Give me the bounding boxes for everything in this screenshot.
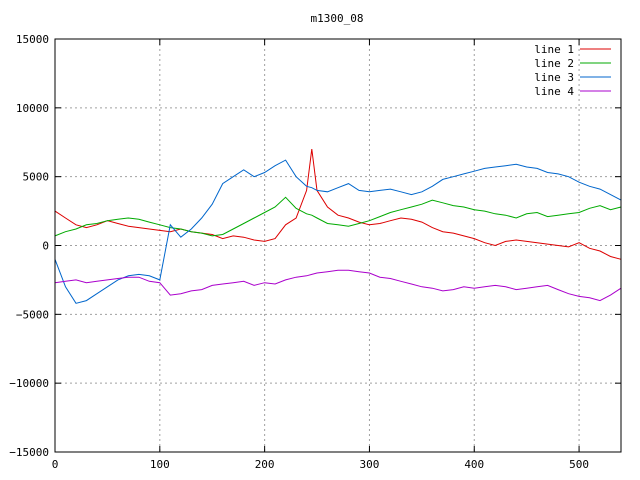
y-tick-label: −10000 — [9, 377, 49, 390]
x-tick-label: 200 — [255, 458, 275, 471]
y-tick-label: −15000 — [9, 446, 49, 459]
series-line-1 — [54, 149, 622, 260]
legend-label-3: line 3 — [534, 71, 574, 84]
legend-label-2: line 2 — [534, 57, 574, 70]
y-tick-label: −5000 — [16, 308, 49, 321]
y-tick-label: 0 — [42, 240, 49, 253]
x-tick-label: 0 — [52, 458, 59, 471]
series-line-3 — [54, 159, 622, 304]
series-line-2 — [54, 196, 622, 237]
y-tick-label: 5000 — [23, 171, 50, 184]
ticks: 0 100 200 300 400 500 −15000 −10000 −5000 0 5000 10… — [9, 33, 621, 471]
series-layer — [54, 149, 622, 304]
x-tick-label: 400 — [464, 458, 484, 471]
x-tick-label: 500 — [569, 458, 589, 471]
y-tick-label: 15000 — [16, 33, 49, 46]
y-tick-label: 10000 — [16, 102, 49, 115]
grid — [55, 39, 621, 452]
legend-label-4: line 4 — [534, 85, 574, 98]
chart-title: m1300_08 — [311, 12, 364, 25]
x-tick-label: 100 — [150, 458, 170, 471]
x-tick-label: 300 — [360, 458, 380, 471]
series-line-4 — [54, 269, 622, 302]
legend-label-1: line 1 — [534, 43, 574, 56]
